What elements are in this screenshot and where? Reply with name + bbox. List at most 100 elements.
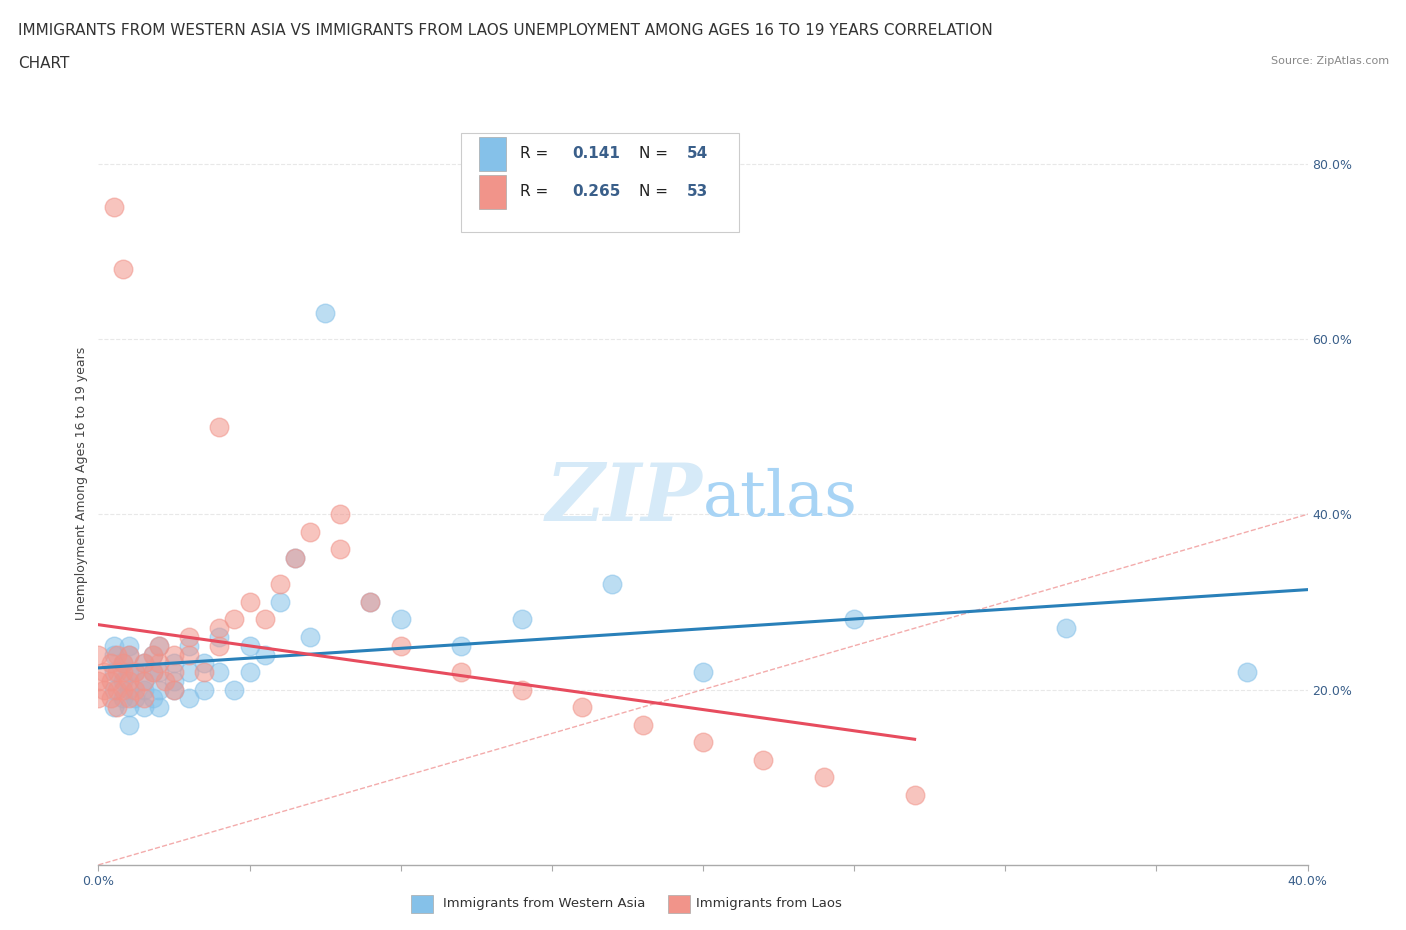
Bar [479,175,506,209]
Point [124,665,146,680]
Point [1054,621,1077,636]
Point [602,577,624,591]
Point [124,665,146,680]
Point [813,770,835,785]
Point [163,647,186,662]
Text: R =: R = [520,184,554,199]
Text: atlas: atlas [703,469,858,529]
Point [118,691,141,706]
Point [193,665,215,680]
Point [269,577,291,591]
Point [142,665,165,680]
Point [510,682,533,697]
Point [111,261,134,276]
Point [450,665,472,680]
Point [844,612,866,627]
Point [179,630,201,644]
Point [148,682,170,697]
Point [153,673,176,688]
Point [100,691,122,706]
Point [148,665,170,680]
Point [208,419,231,434]
Point [239,665,262,680]
Point [510,612,533,627]
Point [105,665,128,680]
Point [111,665,134,680]
Text: 54: 54 [688,146,709,161]
Text: Immigrants from Laos: Immigrants from Laos [696,897,842,910]
Point [118,673,141,688]
FancyBboxPatch shape [461,133,740,232]
Point [179,647,201,662]
Text: 53: 53 [688,184,709,199]
Point [142,691,165,706]
Point [100,656,122,671]
Point [105,647,128,662]
Text: IMMIGRANTS FROM WESTERN ASIA VS IMMIGRANTS FROM LAOS UNEMPLOYMENT AMONG AGES 16 : IMMIGRANTS FROM WESTERN ASIA VS IMMIGRAN… [18,23,993,38]
Point [124,691,146,706]
Point [329,507,352,522]
Point [93,682,115,697]
Point [124,682,146,697]
Point [105,699,128,714]
Point [299,630,322,644]
Point [111,673,134,688]
Point [118,647,141,662]
Point [103,647,125,662]
Point [163,673,186,688]
Point [87,647,110,662]
Point [224,682,246,697]
Point [360,594,382,609]
Point [111,656,134,671]
Point [118,717,141,732]
Point [142,647,165,662]
Point [208,621,231,636]
Point [360,594,382,609]
Point [132,673,155,688]
Text: 0.265: 0.265 [572,184,621,199]
Text: Immigrants from Western Asia: Immigrants from Western Asia [443,897,645,910]
Point [193,656,215,671]
Point [284,551,307,565]
Point [163,682,186,697]
Point [314,305,336,320]
Point [142,665,165,680]
Point [193,682,215,697]
Point [93,665,115,680]
Point [752,752,775,767]
Point [692,735,714,750]
Point [118,699,141,714]
Point [163,682,186,697]
Point [87,673,110,688]
Point [631,717,654,732]
Point [253,612,276,627]
Point [118,682,141,697]
Y-axis label: Unemployment Among Ages 16 to 19 years: Unemployment Among Ages 16 to 19 years [75,347,89,620]
Point [103,200,125,215]
Point [100,673,122,688]
Point [450,638,472,653]
Point [105,682,128,697]
Point [103,665,125,680]
Point [132,691,155,706]
Point [239,594,262,609]
Point [179,691,201,706]
Text: R =: R = [520,146,554,161]
Point [208,630,231,644]
Text: Source: ZipAtlas.com: Source: ZipAtlas.com [1271,56,1389,66]
Point [148,638,170,653]
Point [148,699,170,714]
Point [1236,665,1258,680]
Point [269,594,291,609]
Point [103,699,125,714]
Text: CHART: CHART [18,56,70,71]
Bar [479,137,506,171]
Point [148,638,170,653]
Point [118,665,141,680]
Point [253,647,276,662]
Point [132,656,155,671]
Point [163,665,186,680]
Point [299,525,322,539]
Point [118,638,141,653]
Point [692,665,714,680]
